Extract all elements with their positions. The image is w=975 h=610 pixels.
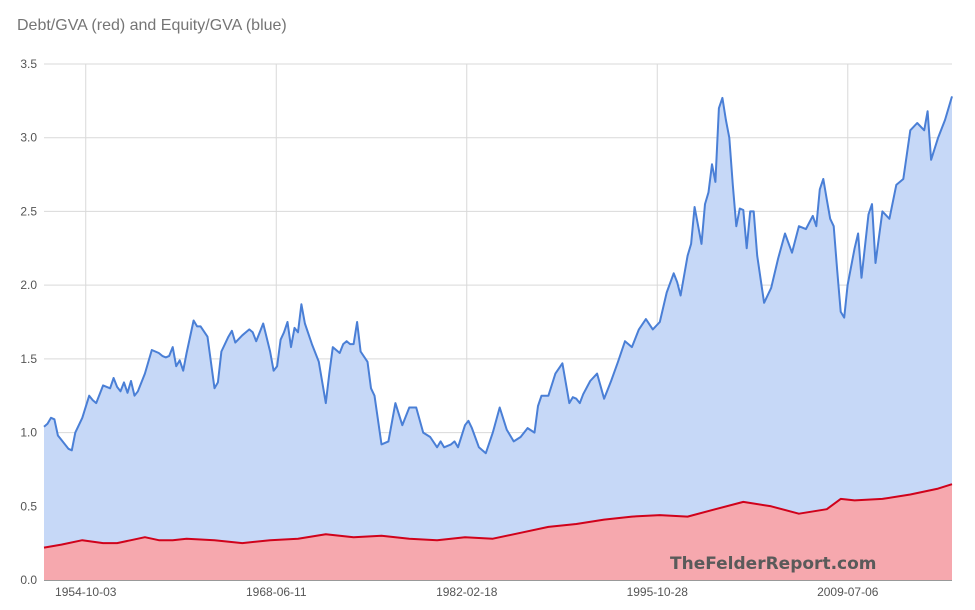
chart-title: Debt/GVA (red) and Equity/GVA (blue)	[17, 17, 287, 34]
y-tick-label: 3.0	[20, 131, 37, 145]
x-tick-label: 2009-07-06	[817, 585, 879, 599]
y-tick-label: 1.5	[20, 352, 37, 366]
axis-labels: 0.0 0.5 1.0 1.5 2.0 2.5 3.0 3.5 1954-10-03 1968-0…	[20, 57, 878, 599]
x-tick-label: 1982-02-18	[436, 585, 498, 599]
equity-series-line	[43, 96, 953, 455]
y-tick-label: 0.5	[20, 499, 37, 513]
debt-series-line	[43, 483, 953, 549]
equity-area	[44, 96, 952, 581]
x-tick-label: 1954-10-03	[55, 585, 117, 599]
y-tick-label: 2.0	[20, 278, 37, 292]
y-tick-label: 2.5	[20, 204, 37, 218]
x-tick-label: 1995-10-28	[627, 585, 689, 599]
debt-area	[44, 484, 952, 580]
y-tick-label: 0.0	[20, 573, 37, 587]
y-tick-label: 3.5	[20, 57, 37, 71]
y-tick-label: 1.0	[20, 426, 37, 440]
watermark-text: TheFelderReport.com	[670, 554, 877, 574]
x-tick-label: 1968-06-11	[246, 585, 307, 599]
